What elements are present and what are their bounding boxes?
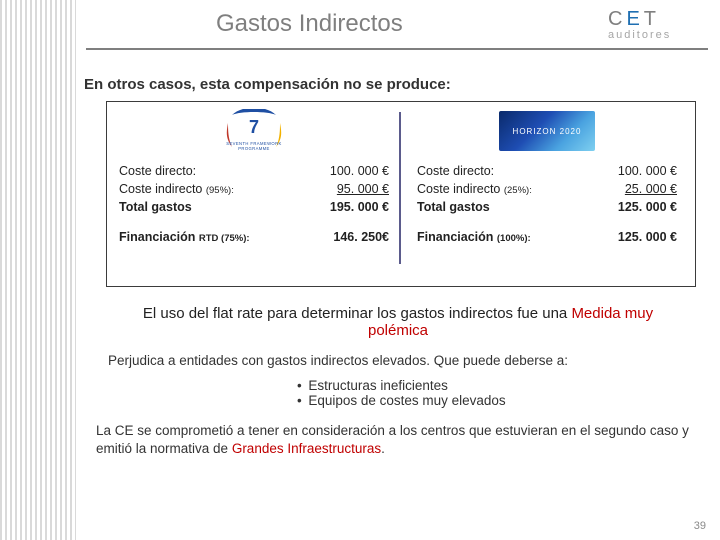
list-item: Equipos de costes muy elevados bbox=[290, 393, 505, 408]
fp7-logo: 7 SEVENTH FRAMEWORK PROGRAMME bbox=[206, 108, 302, 154]
page-number: 39 bbox=[694, 520, 706, 532]
label-coste-indirecto: Coste indirecto (25%): bbox=[417, 180, 532, 198]
label-small: RTD (75%): bbox=[199, 233, 250, 244]
table-row: Total gastos 125. 000 € bbox=[417, 198, 677, 216]
table-row: Financiación RTD (75%): 146. 250€ bbox=[119, 228, 389, 246]
panel-col-h2020: HORIZON 2020 Coste directo: 100. 000 € C… bbox=[417, 108, 677, 280]
table-row: Coste indirecto (25%): 25. 000 € bbox=[417, 180, 677, 198]
label-small: (25%): bbox=[504, 185, 532, 196]
cet-t: T bbox=[644, 8, 658, 31]
h2020-logo: HORIZON 2020 bbox=[499, 108, 595, 154]
slide-content: Gastos Indirectos C E T auditores En otr… bbox=[76, 0, 720, 540]
panel-col-fp7: 7 SEVENTH FRAMEWORK PROGRAMME Coste dire… bbox=[119, 108, 389, 280]
statement-text: El uso del flat rate para determinar los… bbox=[136, 305, 660, 339]
val-total: 195. 000 € bbox=[330, 198, 389, 216]
label-total: Total gastos bbox=[119, 198, 192, 216]
label-main: Coste indirecto bbox=[417, 182, 504, 196]
cet-c: C bbox=[608, 8, 624, 31]
perjudica-text: Perjudica a entidades con gastos indirec… bbox=[108, 353, 688, 368]
title-underline bbox=[86, 48, 708, 50]
label-small: (95%): bbox=[206, 185, 234, 196]
bullets-block: Estructuras ineficientes Equipos de cost… bbox=[76, 378, 720, 408]
h2020-label: HORIZON 2020 bbox=[513, 127, 582, 136]
table-row: Financiación (100%): 125. 000 € bbox=[417, 228, 677, 246]
h2020-cost-block: Coste directo: 100. 000 € Coste indirect… bbox=[417, 162, 677, 247]
val-coste-indirecto: 25. 000 € bbox=[625, 180, 677, 198]
table-row: Coste directo: 100. 000 € bbox=[417, 162, 677, 180]
table-row: Coste directo: 100. 000 € bbox=[119, 162, 389, 180]
intro-text: En otros casos, esta compensación no se … bbox=[84, 76, 712, 93]
closing-post: . bbox=[381, 441, 385, 456]
val-financiacion: 146. 250€ bbox=[333, 228, 389, 246]
closing-pre: La CE se comprometió a tener en consider… bbox=[96, 423, 689, 456]
fp7-cost-block: Coste directo: 100. 000 € Coste indirect… bbox=[119, 162, 389, 247]
closing-text: La CE se comprometió a tener en consider… bbox=[96, 422, 700, 458]
page-title: Gastos Indirectos bbox=[216, 10, 403, 38]
label-coste-indirecto: Coste indirecto (95%): bbox=[119, 180, 234, 198]
table-row: Coste indirecto (95%): 95. 000 € bbox=[119, 180, 389, 198]
val-total: 125. 000 € bbox=[618, 198, 677, 216]
left-stripe-pattern bbox=[0, 0, 76, 540]
panel-divider bbox=[399, 112, 401, 264]
cet-e: E bbox=[626, 8, 641, 31]
label-coste-directo: Coste directo: bbox=[119, 162, 196, 180]
statement-pre: El uso del flat rate para determinar los… bbox=[143, 305, 572, 322]
label-main: Financiación bbox=[119, 230, 199, 244]
val-coste-indirecto: 95. 000 € bbox=[337, 180, 389, 198]
label-main: Coste indirecto bbox=[119, 182, 206, 196]
svg-text:7: 7 bbox=[249, 117, 259, 137]
label-financiacion: Financiación RTD (75%): bbox=[119, 228, 250, 246]
label-total: Total gastos bbox=[417, 198, 490, 216]
val-coste-directo: 100. 000 € bbox=[618, 162, 677, 180]
label-main: Financiación bbox=[417, 230, 497, 244]
cet-sub: auditores bbox=[608, 29, 671, 41]
closing-accent: Grandes Infraestructuras bbox=[232, 441, 381, 456]
label-small: (100%): bbox=[497, 233, 531, 244]
label-coste-directo: Coste directo: bbox=[417, 162, 494, 180]
label-financiacion: Financiación (100%): bbox=[417, 228, 531, 246]
comparison-panel: 7 SEVENTH FRAMEWORK PROGRAMME Coste dire… bbox=[106, 101, 696, 287]
list-item: Estructuras ineficientes bbox=[290, 378, 505, 393]
title-row: Gastos Indirectos C E T auditores bbox=[76, 6, 720, 58]
val-coste-directo: 100. 000 € bbox=[330, 162, 389, 180]
svg-text:PROGRAMME: PROGRAMME bbox=[238, 146, 270, 151]
table-row: Total gastos 195. 000 € bbox=[119, 198, 389, 216]
val-financiacion: 125. 000 € bbox=[618, 228, 677, 246]
cet-logo: C E T auditores bbox=[608, 8, 708, 48]
